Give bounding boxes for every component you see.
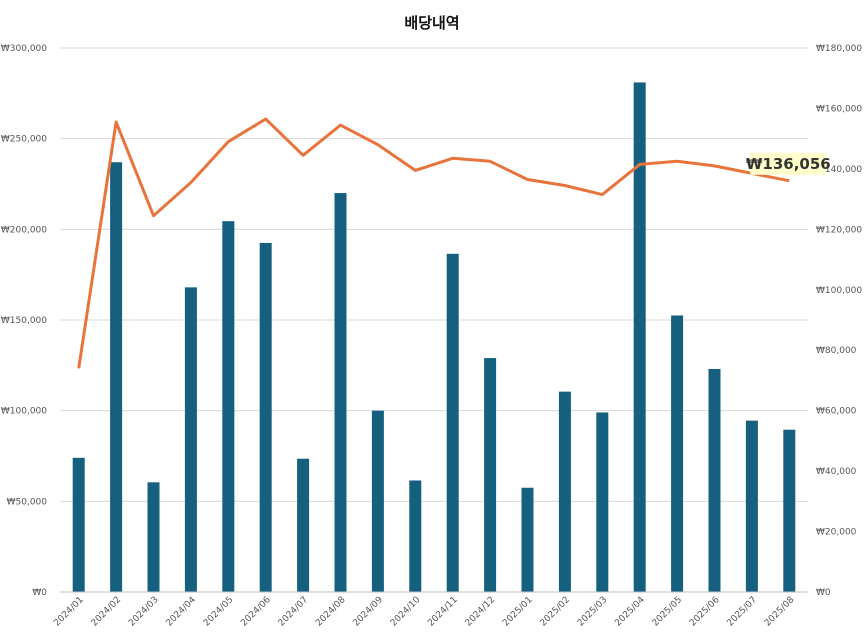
x-tick-label: 2025/06: [688, 595, 722, 629]
left-y-axis: ₩0 ₩50,000 ₩100,000 ₩150,000 ₩200,000 ₩250,00…: [1, 44, 47, 598]
bar: [745, 420, 758, 592]
line-series: [77, 117, 790, 369]
left-tick-label: ₩0: [32, 588, 47, 598]
x-tick-label: 2025/01: [501, 595, 535, 629]
bar: [596, 412, 609, 592]
bar: [521, 487, 534, 592]
right-y-axis: ₩0 ₩20,000 ₩40,000 ₩60,000 ₩80,000 ₩100,000 ₩1…: [816, 44, 862, 598]
bar: [259, 242, 272, 592]
bar: [708, 368, 721, 592]
right-tick-label: ₩40,000: [816, 467, 857, 477]
bar: [334, 193, 347, 593]
x-tick-label: 2025/07: [726, 595, 760, 629]
x-tick-label: 2025/04: [613, 595, 647, 629]
left-tick-label: ₩200,000: [1, 225, 47, 235]
bar: [446, 253, 459, 592]
bar: [783, 429, 796, 592]
bar: [671, 315, 684, 592]
left-tick-label: ₩150,000: [1, 316, 47, 326]
x-tick-label: 2024/11: [426, 595, 460, 629]
bar: [558, 391, 571, 592]
x-tick-label: 2025/08: [763, 595, 797, 629]
x-tick-label: 2024/07: [277, 595, 311, 629]
left-tick-label: ₩100,000: [1, 407, 47, 417]
x-tick-label: 2024/06: [239, 595, 273, 629]
bar: [633, 82, 646, 592]
x-tick-label: 2024/04: [165, 595, 199, 629]
x-tick-label: 2025/02: [539, 595, 573, 629]
x-tick-label: 2025/03: [576, 595, 610, 629]
x-tick-label: 2024/10: [389, 595, 423, 629]
right-tick-label: ₩0: [816, 588, 831, 598]
bar-series: [72, 82, 796, 593]
bar: [371, 410, 384, 592]
callout-value: ₩136,056: [746, 155, 831, 173]
x-tick-label: 2024/09: [352, 595, 386, 629]
bar: [110, 162, 123, 593]
left-tick-label: ₩50,000: [7, 497, 48, 507]
x-tick-label: 2025/05: [651, 595, 685, 629]
right-tick-label: ₩160,000: [816, 104, 862, 114]
bar: [72, 457, 85, 592]
right-tick-label: ₩100,000: [816, 286, 862, 296]
left-tick-label: ₩250,000: [1, 135, 47, 145]
x-tick-label: 2024/03: [127, 595, 161, 629]
x-axis: 2024/01 2024/02 2024/03 2024/04 2024/05 2024/…: [52, 591, 808, 629]
line-series-path: [77, 117, 790, 369]
x-tick-label: 2024/08: [314, 595, 348, 629]
right-tick-label: ₩180,000: [816, 44, 862, 54]
bar: [409, 480, 422, 592]
x-tick-label: 2024/12: [464, 595, 498, 629]
right-tick-label: ₩20,000: [816, 528, 857, 538]
bar: [184, 287, 197, 592]
gridlines: [60, 47, 808, 593]
bar: [147, 482, 160, 592]
chart-title: 배당내역: [404, 14, 459, 32]
right-tick-label: ₩120,000: [816, 225, 862, 235]
right-tick-label: ₩80,000: [816, 346, 857, 356]
x-tick-label: 2024/05: [202, 595, 236, 629]
bar: [484, 358, 497, 592]
bar: [222, 221, 235, 592]
x-tick-label: 2024/01: [52, 595, 86, 629]
right-tick-label: ₩60,000: [816, 407, 857, 417]
last-value-callout: ₩136,056: [746, 152, 831, 175]
left-tick-label: ₩300,000: [1, 44, 47, 54]
callout-background: [750, 152, 827, 175]
right-tick-label: ₩140,000: [816, 165, 862, 175]
x-tick-label: 2024/02: [90, 595, 124, 629]
bar: [297, 458, 310, 592]
